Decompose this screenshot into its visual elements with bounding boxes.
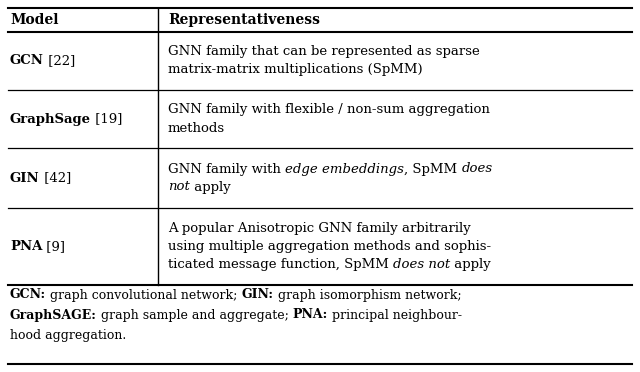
Text: PNA: PNA bbox=[10, 240, 42, 253]
Text: GraphSage: GraphSage bbox=[10, 112, 91, 125]
Text: Model: Model bbox=[10, 13, 58, 27]
Text: graph convolutional network;: graph convolutional network; bbox=[46, 289, 241, 301]
Text: apply: apply bbox=[190, 180, 230, 193]
Text: ticated message function, SpMM: ticated message function, SpMM bbox=[168, 258, 393, 271]
Text: GNN family that can be represented as sparse: GNN family that can be represented as sp… bbox=[168, 45, 480, 58]
Text: GNN family with flexible / non-sum aggregation: GNN family with flexible / non-sum aggre… bbox=[168, 103, 490, 116]
Text: GNN family with: GNN family with bbox=[168, 163, 285, 176]
Text: principal neighbour-: principal neighbour- bbox=[328, 308, 462, 321]
Text: A popular Anisotropic GNN family arbitrarily: A popular Anisotropic GNN family arbitra… bbox=[168, 222, 471, 235]
Text: does: does bbox=[461, 163, 493, 176]
Text: GIN:: GIN: bbox=[241, 289, 273, 301]
Text: hood aggregation.: hood aggregation. bbox=[10, 328, 126, 341]
Text: [9]: [9] bbox=[42, 240, 65, 253]
Text: GraphSAGE:: GraphSAGE: bbox=[10, 308, 97, 321]
Text: [19]: [19] bbox=[91, 112, 122, 125]
Text: GCN: GCN bbox=[10, 55, 44, 67]
Text: [22]: [22] bbox=[44, 55, 75, 67]
Text: not: not bbox=[168, 180, 190, 193]
Text: [42]: [42] bbox=[40, 171, 71, 185]
Text: PNA:: PNA: bbox=[292, 308, 328, 321]
Text: , SpMM: , SpMM bbox=[404, 163, 461, 176]
Text: does not: does not bbox=[393, 258, 451, 271]
Text: graph isomorphism network;: graph isomorphism network; bbox=[273, 289, 461, 301]
Text: methods: methods bbox=[168, 122, 225, 135]
Text: GIN: GIN bbox=[10, 171, 40, 185]
Text: matrix-matrix multiplications (SpMM): matrix-matrix multiplications (SpMM) bbox=[168, 64, 422, 77]
Text: Representativeness: Representativeness bbox=[168, 13, 320, 27]
Text: GCN:: GCN: bbox=[10, 289, 46, 301]
Text: apply: apply bbox=[451, 258, 491, 271]
Text: graph sample and aggregate;: graph sample and aggregate; bbox=[97, 308, 292, 321]
Text: edge embeddings: edge embeddings bbox=[285, 163, 404, 176]
Text: using multiple aggregation methods and sophis-: using multiple aggregation methods and s… bbox=[168, 240, 491, 253]
